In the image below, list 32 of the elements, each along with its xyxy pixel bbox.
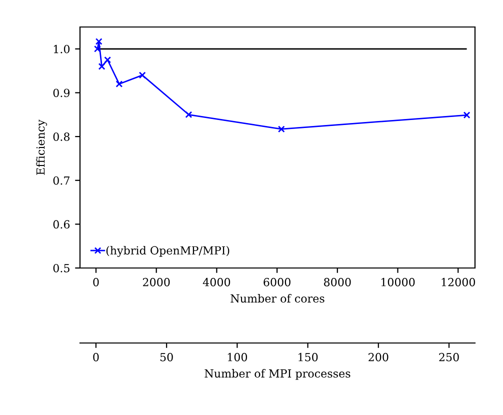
point [138,72,146,79]
x-tick-label: 6000 [264,278,290,286]
point [98,62,106,70]
x2-tick-label: 100 [228,352,248,362]
x2-tick-label: 200 [368,352,388,362]
point [278,126,285,133]
x-tick-label: 8000 [324,278,351,286]
x-tick-label: 4000 [202,278,230,286]
y-tick-label: 0.7 [53,176,70,185]
x-tick-label: 2000 [142,278,170,286]
x2-tick-label: 150 [298,352,318,362]
x2-tick-label: 50 [160,352,173,362]
y-tick-label: 1.0 [54,44,70,54]
point [116,80,123,88]
point [185,111,192,118]
legend-label: (hybrid OpenMP/MPI) [106,246,230,257]
x-axis-title: Number of cores [230,294,324,303]
y-tick-label: 0.6 [53,220,70,229]
x2-tick-label: 250 [439,352,459,362]
x-tick-label: 12000 [442,278,476,286]
x-tick-label: 0 [93,278,99,286]
point [95,38,102,45]
y-tick-label: 0.9 [53,88,70,98]
x2-axis-title: Number of MPI processes [204,369,350,380]
y-tick-label: 0.5 [53,264,70,272]
y-axis-title: Efficiency [36,120,48,175]
point [94,45,101,52]
x-tick-label: 10000 [381,278,415,286]
point [463,112,470,119]
y-tick-label: 0.8 [53,132,70,141]
point [104,56,112,64]
x2-tick-label: 0 [93,352,99,362]
